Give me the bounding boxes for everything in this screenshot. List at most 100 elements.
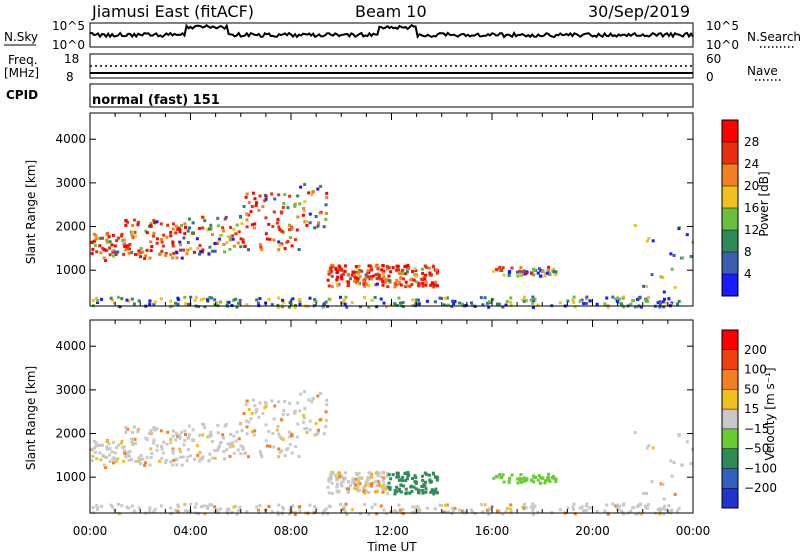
velocity-cell — [435, 478, 439, 482]
velocity-cell — [330, 491, 334, 495]
power-cell — [316, 187, 320, 191]
power-cell — [191, 231, 195, 235]
velocity-cell — [280, 449, 284, 453]
velocity-cell — [232, 451, 236, 455]
power-cell — [111, 233, 115, 237]
power-cell — [369, 268, 373, 272]
power-cell — [394, 283, 398, 287]
noise-tick-top-right: 10^5 — [706, 19, 739, 33]
power-cell — [343, 302, 347, 306]
velocity-cell — [346, 489, 350, 493]
power-cell — [153, 300, 157, 304]
colorbar-swatch — [722, 120, 738, 142]
power-cell — [353, 280, 357, 284]
power-cell — [273, 197, 277, 201]
velocity-cell — [172, 458, 176, 462]
velocity-cell — [558, 508, 562, 512]
velocity-cell — [401, 475, 405, 479]
velocity-cell — [352, 480, 356, 484]
velocity-cell — [116, 457, 120, 461]
x-tick-label: 20:00 — [575, 524, 610, 538]
power-cell — [280, 242, 284, 246]
power-cell — [354, 270, 358, 274]
velocity-cell — [171, 449, 175, 453]
velocity-cell — [145, 438, 149, 442]
power-cell — [381, 280, 385, 284]
velocity-cell — [152, 510, 156, 514]
velocity-cell — [389, 477, 393, 481]
power-cell — [664, 301, 668, 305]
power-cell — [264, 232, 268, 236]
power-cell — [501, 305, 505, 309]
power-cell — [523, 295, 527, 299]
power-cell — [278, 228, 282, 232]
power-cell — [434, 280, 438, 284]
velocity-cell — [664, 508, 668, 512]
power-cell — [164, 253, 168, 257]
velocity-cell — [330, 481, 334, 485]
power-cell — [314, 215, 318, 219]
velocity-cell — [198, 433, 202, 437]
power-cell — [393, 285, 397, 289]
velocity-cell — [370, 482, 374, 486]
velocity-cell — [191, 438, 195, 442]
power-cell — [522, 299, 526, 303]
power-cell — [244, 195, 248, 199]
power-cell — [128, 247, 132, 251]
power-cell — [148, 299, 152, 303]
colorbar-tick-label: 24 — [744, 157, 759, 171]
power-cell — [356, 277, 360, 281]
power-cell — [215, 241, 219, 245]
power-cell — [658, 303, 662, 307]
power-cell — [255, 298, 259, 302]
power-cell — [558, 301, 562, 305]
power-cell — [152, 231, 156, 235]
velocity-cell — [131, 442, 135, 446]
velocity-cell — [164, 458, 168, 462]
power-cell — [288, 228, 292, 232]
velocity-cell — [281, 505, 285, 509]
power-cell — [115, 239, 119, 243]
power-cell — [658, 300, 662, 304]
velocity-cell — [354, 472, 358, 476]
freq-label-line2: [MHz] — [4, 66, 39, 80]
power-cell — [182, 236, 186, 240]
velocity-cell — [358, 512, 362, 516]
velocity-cell — [261, 412, 265, 416]
power-cell — [196, 246, 200, 250]
velocity-cell — [236, 448, 240, 452]
power-cell — [139, 255, 143, 259]
velocity-cell — [249, 417, 253, 421]
power-cell — [283, 247, 287, 251]
velocity-cell — [162, 440, 166, 444]
power-cell — [297, 298, 301, 302]
power-cell — [275, 221, 279, 225]
power-cell — [357, 270, 361, 274]
velocity-cell — [381, 485, 385, 489]
power-cell — [507, 274, 511, 278]
velocity-cell — [663, 504, 667, 508]
velocity-cell — [327, 504, 331, 508]
power-cell — [667, 297, 671, 301]
velocity-cell — [171, 451, 175, 455]
power-cell — [159, 297, 163, 301]
velocity-cell — [479, 503, 483, 507]
velocity-cell — [208, 503, 212, 507]
power-cell — [618, 297, 622, 301]
power-cell — [377, 276, 381, 280]
power-cell — [327, 270, 331, 274]
power-cell — [221, 229, 225, 233]
velocity-cell — [259, 452, 263, 456]
power-cell — [257, 208, 261, 212]
power-cell — [198, 243, 202, 247]
velocity-cell — [572, 507, 576, 511]
velocity-cell — [303, 427, 307, 431]
velocity-cell — [276, 424, 280, 428]
power-cell — [189, 295, 193, 299]
velocity-cell — [363, 491, 367, 495]
power-cell — [247, 200, 251, 204]
power-cell — [223, 217, 227, 221]
velocity-cell — [369, 484, 373, 488]
power-cell — [366, 271, 370, 275]
power-cell — [136, 223, 140, 227]
